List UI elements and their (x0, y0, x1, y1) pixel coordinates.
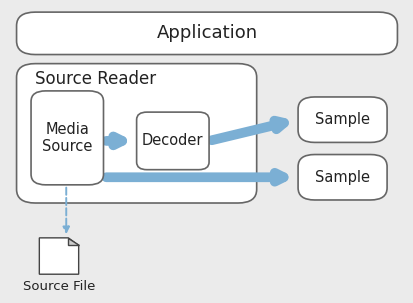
Text: Sample: Sample (314, 170, 369, 185)
FancyBboxPatch shape (297, 155, 386, 200)
Text: Sample: Sample (314, 112, 369, 127)
Text: Media
Source: Media Source (42, 122, 92, 154)
Polygon shape (68, 238, 78, 245)
FancyBboxPatch shape (17, 64, 256, 203)
FancyBboxPatch shape (31, 91, 103, 185)
FancyBboxPatch shape (136, 112, 209, 170)
Text: Source Reader: Source Reader (35, 70, 156, 88)
Text: Decoder: Decoder (142, 133, 203, 148)
Text: Application: Application (156, 24, 257, 42)
FancyBboxPatch shape (17, 12, 396, 55)
FancyBboxPatch shape (297, 97, 386, 142)
Text: Source File: Source File (23, 280, 95, 293)
Polygon shape (39, 238, 78, 274)
